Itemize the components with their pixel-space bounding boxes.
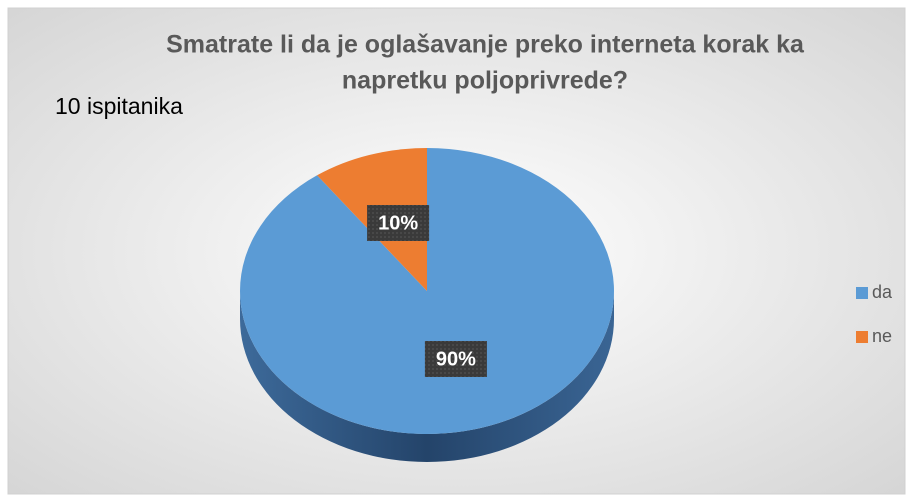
data-label-box — [424, 341, 487, 378]
legend-label: ne — [872, 326, 892, 346]
legend-swatch — [856, 287, 868, 299]
data-label: 10% — [378, 212, 418, 234]
legend-label: da — [872, 282, 893, 302]
data-label-box — [367, 204, 430, 241]
legend-swatch — [856, 331, 868, 343]
chart-title: Smatrate li da je oglašavanje preko inte… — [166, 31, 805, 59]
pie-side — [240, 291, 614, 462]
annotation: 10 ispitanika — [55, 93, 183, 119]
chart-title: napretku poljoprivrede? — [342, 67, 628, 95]
data-label: 90% — [436, 348, 476, 370]
